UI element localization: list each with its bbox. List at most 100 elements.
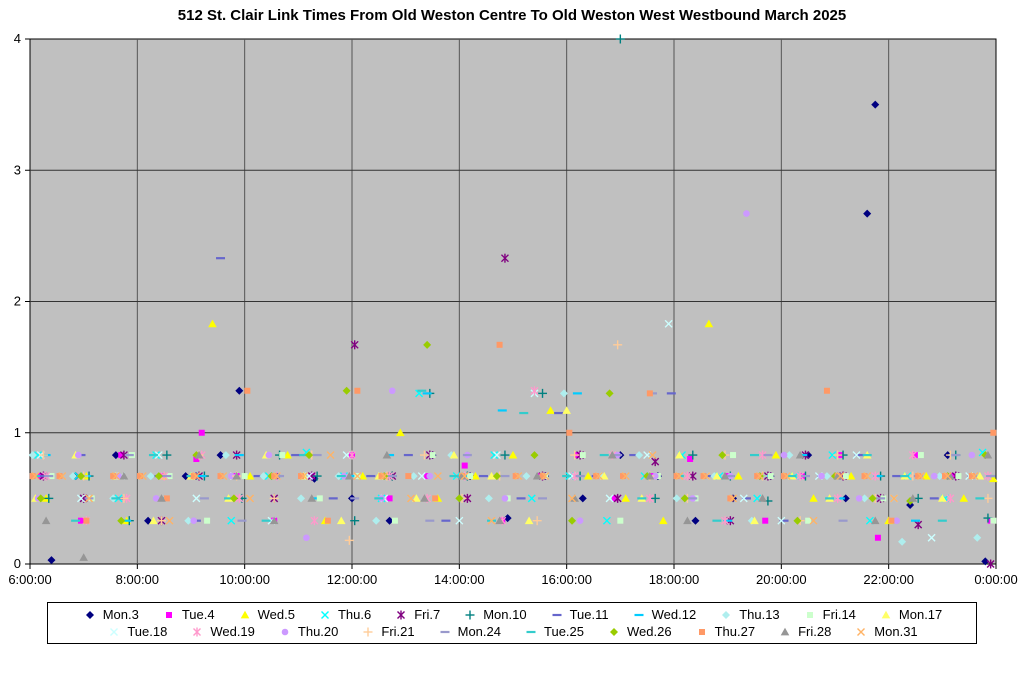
data-point (298, 473, 305, 480)
data-point (780, 452, 788, 459)
data-point (303, 534, 310, 542)
data-point (227, 473, 235, 480)
data-point (426, 473, 434, 480)
circle-marker-icon (281, 628, 289, 636)
data-point (712, 472, 722, 480)
data-point (855, 495, 863, 502)
data-point (648, 451, 657, 460)
data-point (484, 494, 493, 503)
data-point (77, 517, 84, 524)
data-point (342, 387, 351, 395)
data-point (44, 494, 54, 504)
data-point (570, 471, 579, 481)
data-point (310, 516, 319, 526)
legend-label: Fri.21 (381, 624, 415, 640)
square-marker-icon (165, 611, 172, 618)
data-point (729, 494, 738, 503)
data-point (241, 473, 248, 480)
x-axis-tick-label: 14:00:00 (434, 572, 485, 587)
legend-label: Tue.25 (544, 624, 584, 640)
data-point (372, 516, 381, 525)
x-axis-tick-label: 16:00:00 (541, 572, 592, 587)
y-axis-tick-label: 0 (14, 556, 21, 571)
data-point (117, 516, 126, 525)
series-Thu.27 (29, 342, 997, 524)
data-point (512, 473, 519, 480)
series-Thu.20 (34, 210, 976, 542)
data-point (31, 472, 40, 481)
data-point (846, 472, 856, 480)
square-marker-icon (698, 628, 705, 635)
series-Thu.13 (28, 389, 982, 546)
data-point (795, 451, 805, 459)
data-point (546, 406, 555, 415)
data-point (871, 471, 880, 481)
data-point (680, 494, 689, 503)
data-point (754, 473, 761, 480)
data-point (227, 516, 236, 525)
data-point (594, 472, 603, 481)
data-point (607, 451, 617, 459)
data-point (235, 387, 244, 395)
legend-item-Wed.12: Wed.12 (631, 607, 697, 623)
data-point (785, 451, 794, 460)
data-point (501, 495, 509, 502)
data-point (492, 472, 501, 481)
star-marker-icon (193, 627, 202, 637)
data-point (216, 451, 225, 460)
data-point (888, 517, 895, 524)
data-point (538, 389, 548, 399)
x-axis-tick-label: 18:00:00 (649, 572, 700, 587)
legend-label: Wed.12 (651, 607, 697, 623)
legend-item-Fri.28: Fri.28 (777, 624, 831, 639)
data-point (673, 473, 680, 480)
data-point (47, 556, 56, 565)
data-point (76, 494, 85, 503)
data-point (942, 473, 949, 480)
y-axis-tick-label: 3 (14, 163, 21, 178)
data-point (683, 471, 692, 481)
data-point (265, 452, 273, 459)
legend-label: Mon.10 (483, 607, 527, 623)
legend-label: Mon.24 (457, 624, 501, 640)
x-axis-tick-label: 8:00:00 (116, 572, 159, 587)
data-point (683, 516, 692, 525)
data-point (471, 472, 480, 480)
data-point (36, 494, 45, 503)
data-point (110, 473, 117, 480)
data-point (767, 473, 774, 480)
data-point (138, 472, 147, 481)
data-point (593, 473, 600, 480)
data-point (691, 516, 700, 525)
legend-item-Wed.5: Wed.5 (237, 607, 295, 622)
data-point (973, 534, 982, 542)
data-point (192, 494, 201, 503)
data-point (675, 451, 684, 459)
legend-item-Thu.27: Thu.27 (694, 624, 755, 639)
data-point (208, 319, 217, 328)
data-point (146, 472, 155, 481)
data-point (419, 450, 429, 460)
data-point (874, 535, 881, 541)
data-point (833, 494, 842, 504)
data-point (908, 494, 918, 503)
data-point (190, 517, 197, 525)
data-point (386, 495, 393, 502)
diamond-marker-icon (610, 627, 618, 636)
data-point (530, 386, 539, 396)
data-point (959, 494, 969, 503)
data-point (119, 494, 129, 504)
data-point (388, 387, 396, 395)
data-point (508, 451, 518, 459)
data-point (487, 472, 496, 480)
data-point (613, 340, 623, 350)
data-point (568, 516, 577, 525)
data-point (758, 450, 767, 460)
data-point (912, 452, 919, 459)
data-point (852, 451, 861, 460)
data-point (836, 472, 845, 481)
data-point (734, 472, 743, 480)
legend-item-Mon.24: Mon.24 (437, 624, 501, 639)
data-point (85, 494, 94, 503)
